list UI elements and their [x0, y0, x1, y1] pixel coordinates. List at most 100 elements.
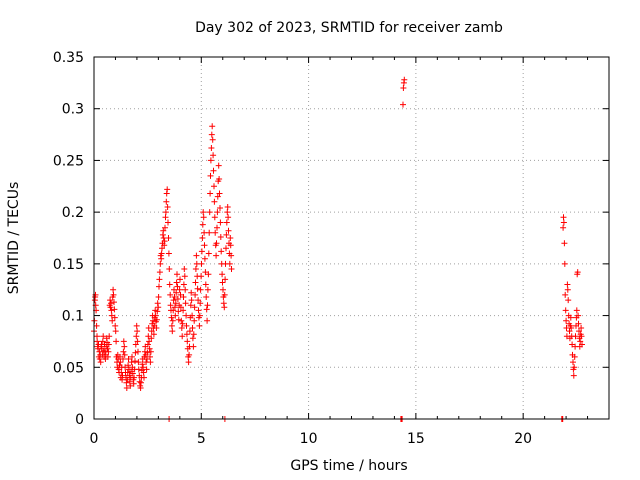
- data-point: [189, 325, 196, 331]
- data-point: [173, 279, 180, 286]
- data-point: [112, 328, 119, 335]
- x-axis-label: GPS time / hours: [290, 458, 407, 474]
- data-point: [106, 333, 113, 340]
- data-point: [227, 242, 234, 249]
- data-point: [186, 328, 193, 335]
- data-point: [204, 286, 211, 293]
- data-point: [190, 343, 197, 350]
- data-point: [129, 370, 136, 377]
- data-point: [141, 374, 147, 381]
- data-point: [200, 214, 207, 221]
- data-point: [190, 331, 197, 338]
- data-point: [213, 240, 220, 247]
- data-point: [189, 335, 196, 342]
- data-point: [130, 380, 137, 387]
- data-point: [571, 353, 578, 360]
- data-point: [203, 294, 210, 300]
- data-point: [207, 157, 214, 164]
- data-point: [168, 322, 175, 329]
- data-point: [146, 338, 153, 345]
- data-point: [119, 372, 126, 379]
- data-point: [174, 283, 181, 290]
- data-point: [162, 214, 169, 221]
- data-point: [574, 269, 581, 276]
- data-point: [209, 123, 216, 130]
- data-point: [213, 252, 220, 259]
- data-point: [155, 304, 162, 311]
- y-tick-label: 0.2: [62, 205, 84, 221]
- data-point: [109, 317, 116, 324]
- data-point: [204, 302, 211, 309]
- data-point: [165, 235, 172, 241]
- data-point: [578, 333, 585, 340]
- data-point: [575, 312, 582, 319]
- data-point: [111, 314, 118, 321]
- data-point: [224, 204, 231, 210]
- data-point: [211, 214, 218, 221]
- data-point: [197, 300, 204, 307]
- data-point: [565, 297, 572, 304]
- data-point: [132, 349, 139, 356]
- x-tick-label: 0: [90, 431, 99, 447]
- data-point: [140, 364, 147, 371]
- data-point: [564, 286, 571, 293]
- data-point: [211, 183, 217, 190]
- data-point: [216, 176, 223, 182]
- data-point: [578, 325, 585, 331]
- data-point: [179, 320, 186, 327]
- data-point: [147, 353, 153, 360]
- data-point: [210, 167, 217, 174]
- data-point: [195, 297, 202, 304]
- data-point: [165, 250, 172, 257]
- data-point: [207, 190, 214, 197]
- data-point: [228, 266, 235, 272]
- data-point: [223, 245, 229, 252]
- data-point: [192, 266, 199, 272]
- data-point: [208, 131, 215, 138]
- x-tick-label: 10: [300, 431, 318, 447]
- data-point: [195, 307, 202, 314]
- data-point: [169, 317, 176, 324]
- data-point: [162, 209, 169, 216]
- data-point: [205, 271, 212, 278]
- data-point: [113, 338, 120, 345]
- data-point: [205, 250, 212, 257]
- data-point: [206, 229, 213, 236]
- data-point: [111, 306, 118, 313]
- data-point: [201, 255, 208, 262]
- data-point: [221, 304, 228, 311]
- data-point: [171, 304, 178, 311]
- data-point: [197, 286, 204, 293]
- data-point: [169, 328, 176, 335]
- data-point: [150, 317, 156, 324]
- data-point: [147, 359, 154, 366]
- data-point: [219, 271, 226, 278]
- data-point: [566, 328, 573, 335]
- data-point: [120, 356, 126, 362]
- data-point: [178, 317, 185, 324]
- y-axis-label: SRMTID / TECUs: [6, 182, 22, 295]
- data-point: [175, 308, 182, 315]
- data-point: [134, 338, 141, 345]
- data-point: [182, 286, 189, 293]
- data-point: [221, 291, 228, 298]
- y-tick-label: 0.1: [62, 309, 84, 325]
- data-point: [198, 248, 205, 255]
- data-point: [168, 314, 175, 321]
- data-point: [215, 162, 222, 169]
- data-point: [571, 364, 578, 371]
- data-point: [111, 299, 117, 306]
- data-point: [135, 366, 142, 373]
- data-point: [561, 260, 568, 267]
- data-point: [129, 353, 135, 360]
- data-point: [210, 152, 217, 159]
- data-point: [577, 338, 584, 345]
- data-point: [214, 224, 220, 231]
- data-point: [166, 281, 173, 288]
- data-point: [201, 242, 208, 249]
- data-point: [134, 328, 141, 335]
- data-point: [132, 341, 139, 348]
- data-point: [227, 235, 234, 241]
- data-point: [219, 279, 226, 286]
